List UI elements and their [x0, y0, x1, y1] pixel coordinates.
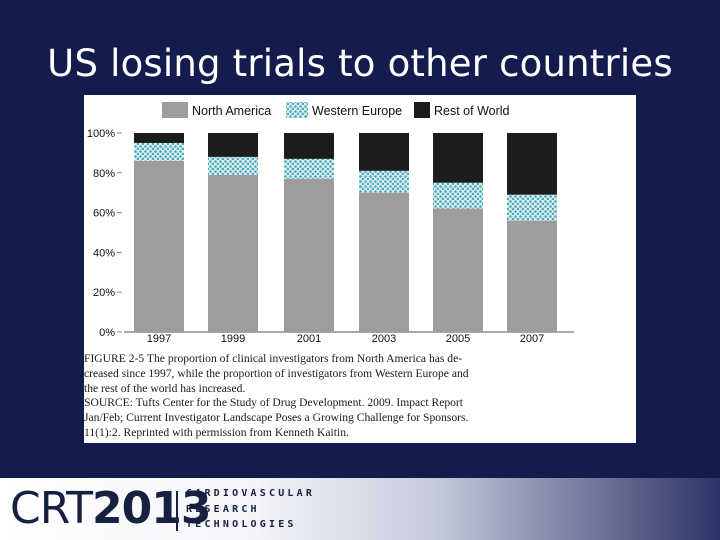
slide-title: US losing trials to other countries: [47, 42, 673, 85]
x-tick-label: 2003: [372, 333, 396, 345]
chart-axes: 0% 20% 40% 60% 80% 100%: [87, 128, 574, 339]
bar-segment: [433, 182, 483, 209]
bar-segment: [208, 156, 258, 175]
bar-segment: [359, 133, 409, 171]
y-tick-label: 20%: [93, 287, 115, 299]
bar-segment: [507, 133, 557, 195]
chart-legend: North America Western Europe Rest of World: [162, 102, 510, 118]
logo-word: TECHNOLOGIES: [186, 519, 297, 530]
bar-segment: [134, 133, 184, 143]
bar-segment: [359, 170, 409, 193]
figure-panel: North America Western Europe Rest of World…: [84, 95, 636, 443]
bar-segment: [284, 158, 334, 179]
caption-line: the rest of the world has increased.: [84, 381, 246, 395]
figure-caption: FIGURE 2-5 The proportion of clinical in…: [84, 352, 630, 441]
x-tick-label: 1999: [221, 333, 245, 345]
legend-label: Rest of World: [434, 104, 510, 118]
bar-segment: [134, 142, 184, 161]
caption-line: creased since 1997, while the proportion…: [84, 366, 469, 380]
legend-swatch: [162, 102, 188, 118]
caption-line: FIGURE 2-5 The proportion of clinical in…: [84, 352, 463, 365]
x-tick-label: 2001: [297, 333, 321, 345]
footer-logo-band: CRT2013 CARDIOVASCULAR RESEARCH TECHNOLO…: [0, 478, 720, 540]
x-tick-label: 2007: [520, 333, 544, 345]
bar-segment: [208, 174, 258, 332]
crt2013-logo: CRT2013: [10, 483, 211, 534]
logo-year-text: 2013: [91, 483, 211, 534]
bar-segment: [359, 192, 409, 332]
x-tick-label: 1997: [147, 333, 171, 345]
bar-segment: [208, 133, 258, 157]
y-tick-label: 0%: [99, 327, 115, 339]
caption-line: Jan/Feb; Current Investigator Landscape …: [84, 411, 469, 425]
legend-swatch: [414, 102, 430, 118]
bar-segment: [507, 220, 557, 332]
caption-line: 11(1):2. Reprinted with permission from …: [84, 425, 349, 439]
y-tick-label: 60%: [93, 208, 115, 220]
legend-label: Western Europe: [312, 104, 402, 118]
bar-segment: [284, 133, 334, 159]
logo-wordmark: CARDIOVASCULAR RESEARCH TECHNOLOGIES: [186, 486, 315, 533]
logo-crt-text: CRT: [10, 483, 93, 534]
legend-swatch: [286, 102, 308, 118]
logo-word: CARDIOVASCULAR: [186, 488, 316, 499]
stacked-bar-chart: North America Western Europe Rest of World…: [87, 102, 574, 345]
legend-label: North America: [192, 104, 271, 118]
y-tick-label: 80%: [93, 168, 115, 180]
bar-segment: [433, 133, 483, 183]
x-tick-label: 2005: [446, 333, 470, 345]
bar-segment: [433, 208, 483, 332]
chart-bars: 1997 1999 2001 2003 2005 2007: [134, 133, 557, 345]
bar-segment: [507, 194, 557, 221]
bar-segment: [284, 178, 334, 332]
y-tick-label: 40%: [93, 247, 115, 259]
bar-segment: [134, 160, 184, 332]
logo-word: RESEARCH: [186, 503, 260, 515]
logo-divider: [176, 491, 178, 531]
caption-line: SOURCE: Tufts Center for the Study of Dr…: [84, 396, 464, 410]
y-tick-label: 100%: [87, 128, 115, 140]
